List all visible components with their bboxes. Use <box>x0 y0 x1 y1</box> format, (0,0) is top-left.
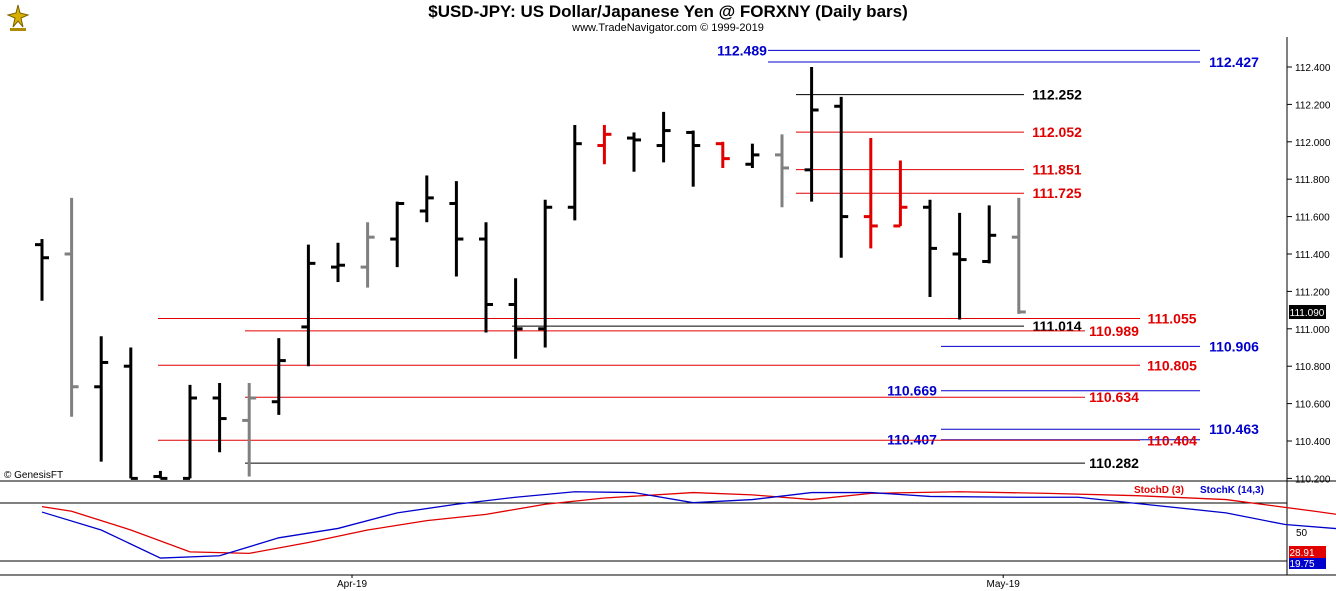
level-label-110.805: 110.805 <box>1147 357 1197 373</box>
chart-subtitle: www.TradeNavigator.com © 1999-2019 <box>572 22 764 34</box>
stoch-d-line <box>41 491 1336 555</box>
copyright-text: © GenesisFT <box>4 470 63 481</box>
price-tick-label: 110.600 <box>1295 400 1331 411</box>
level-label-112.427: 112.427 <box>1209 54 1259 70</box>
legend-stoch-k: StochK (14,3) <box>1200 485 1264 496</box>
level-label-110.906: 110.906 <box>1209 338 1259 354</box>
level-label-110.404: 110.404 <box>1147 432 1197 448</box>
price-tick-label: 112.000 <box>1295 138 1331 149</box>
level-label-110.669: 110.669 <box>887 383 937 399</box>
chart-header: $USD-JPY: US Dollar/Japanese Yen @ FORXN… <box>0 0 1336 37</box>
price-tick-label: 112.200 <box>1295 100 1331 111</box>
stoch-d-last-label: 28.91 <box>1289 548 1314 559</box>
price-tick-label: 111.200 <box>1295 287 1330 298</box>
level-label-110.407: 110.407 <box>887 432 937 448</box>
last-price-box <box>1289 305 1326 319</box>
price-tick-label: 111.400 <box>1295 250 1330 261</box>
price-panel-frame <box>0 37 1336 481</box>
price-tick-label: 111.600 <box>1295 213 1330 224</box>
stoch-d-last-box <box>1289 546 1326 558</box>
x-tick-label: May-19 <box>987 579 1021 590</box>
level-label-111.014: 111.014 <box>1032 318 1081 334</box>
price-tick-label: 110.800 <box>1295 362 1331 373</box>
level-label-110.989: 110.989 <box>1089 323 1139 339</box>
level-label-110.463: 110.463 <box>1209 421 1259 437</box>
level-label-111.725: 111.725 <box>1032 185 1081 201</box>
level-label-111.055: 111.055 <box>1147 311 1196 327</box>
stoch-tick-50: 50 <box>1296 528 1308 539</box>
stoch-k-last-label: 19.75 <box>1289 559 1314 570</box>
x-tick-label: Apr-19 <box>337 579 367 590</box>
price-tick-label: 111.800 <box>1295 175 1330 186</box>
stoch-k-last-box <box>1289 558 1326 569</box>
price-tick-label: 110.200 <box>1295 474 1331 485</box>
chart-title: $USD-JPY: US Dollar/Japanese Yen @ FORXN… <box>428 2 908 21</box>
last-price-label: 111.090 <box>1290 308 1325 319</box>
level-label-110.282: 110.282 <box>1089 455 1139 471</box>
price-tick-label: 112.400 <box>1295 63 1331 74</box>
price-tick-label: 111.000 <box>1295 325 1330 336</box>
legend-stoch-d: StochD (3) <box>1134 485 1184 496</box>
level-label-112.052: 112.052 <box>1032 124 1082 140</box>
level-label-112.489: 112.489 <box>717 42 767 58</box>
price-tick-label: 110.400 <box>1295 437 1331 448</box>
stoch-k-line <box>41 491 1336 559</box>
level-label-111.851: 111.851 <box>1032 162 1081 178</box>
level-label-112.252: 112.252 <box>1032 87 1082 103</box>
tradenavigator-logo-icon <box>6 4 30 31</box>
level-label-110.634: 110.634 <box>1089 389 1139 405</box>
